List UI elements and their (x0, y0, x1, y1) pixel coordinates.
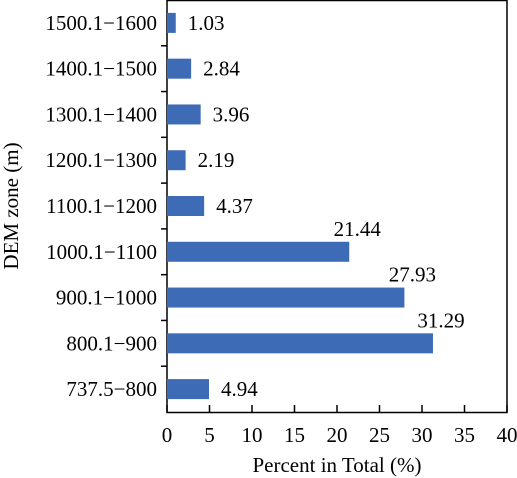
data-label: 3.96 (213, 102, 250, 126)
category-label: 737.5−800 (66, 377, 157, 401)
y-axis-title: DEM zone (m) (0, 142, 23, 269)
data-label: 27.93 (389, 263, 436, 287)
data-label: 4.37 (216, 194, 253, 218)
x-tick-label: 0 (162, 423, 173, 447)
category-label: 1400.1−1500 (45, 57, 157, 81)
bar (167, 379, 209, 400)
data-label: 4.94 (221, 377, 258, 401)
category-label: 800.1−900 (66, 331, 157, 355)
bar (167, 287, 405, 308)
category-label: 1100.1−1200 (46, 194, 157, 218)
x-tick-label: 5 (204, 423, 215, 447)
category-label: 1000.1−1100 (46, 240, 157, 264)
data-labels: 4.94 31.29 27.93 21.44 4.37 2.19 3.96 2.84 1.03 (188, 11, 465, 401)
bar (167, 12, 176, 33)
bar (167, 333, 433, 354)
x-tick-label: 20 (327, 423, 348, 447)
category-label: 900.1−1000 (56, 286, 157, 310)
data-label: 2.19 (198, 148, 235, 172)
bar (167, 196, 205, 216)
x-axis-title: Percent in Total (%) (252, 453, 421, 477)
x-tick-label: 35 (454, 423, 475, 447)
bar (167, 104, 201, 125)
x-tick-label: 25 (369, 423, 390, 447)
x-tick-label: 40 (497, 423, 517, 447)
x-tick-label: 30 (412, 423, 433, 447)
bars (167, 12, 433, 400)
x-tick-label: 10 (242, 423, 263, 447)
bar (167, 241, 350, 262)
data-label: 1.03 (188, 11, 225, 35)
x-tick-label: 15 (284, 423, 305, 447)
data-label: 21.44 (334, 217, 382, 241)
category-label: 1300.1−1400 (45, 102, 157, 126)
data-label: 2.84 (203, 57, 240, 81)
category-label: 1500.1−1600 (45, 11, 157, 35)
category-label: 1200.1−1300 (45, 148, 157, 172)
category-labels: 737.5−800 800.1−900 900.1−1000 1000.1−1100 1… (45, 11, 157, 401)
bar (167, 58, 192, 79)
data-label: 31.29 (417, 308, 464, 332)
x-ticks: 0 5 10 15 20 25 30 35 40 (162, 405, 517, 447)
bar (167, 150, 186, 171)
